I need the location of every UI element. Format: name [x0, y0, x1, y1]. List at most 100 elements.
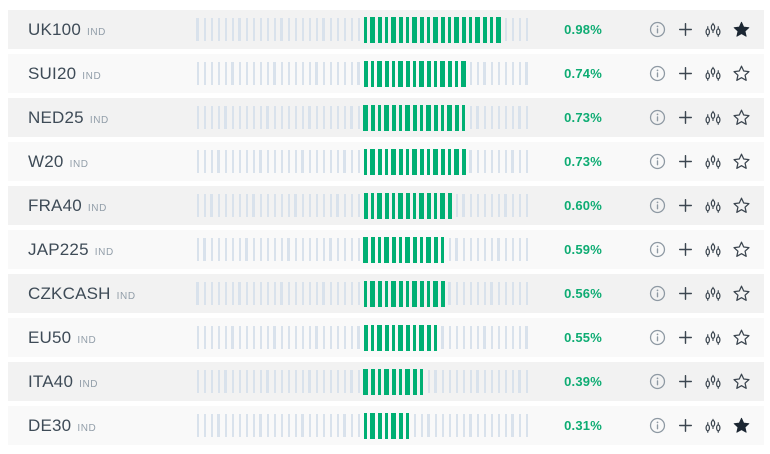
- favorite-button[interactable]: [732, 197, 750, 215]
- sparkline-bar: [488, 16, 495, 44]
- info-button[interactable]: [648, 153, 666, 171]
- instrument-row-czkcash[interactable]: CZKCASH IND 0.56%: [8, 274, 764, 313]
- instrument-row-ita40[interactable]: ITA40 IND 0.39%: [8, 362, 764, 401]
- sparkline-bar: [264, 324, 271, 352]
- info-button[interactable]: [648, 417, 666, 435]
- sparkline-bar: [502, 192, 509, 220]
- chart-button[interactable]: [704, 373, 722, 391]
- sparkline-bar: [243, 412, 250, 440]
- add-button[interactable]: [676, 21, 694, 39]
- favorite-button[interactable]: [732, 329, 750, 347]
- sparkline-bar: [348, 368, 355, 396]
- instrument-symbol: DE30: [28, 415, 72, 435]
- instrument-row-sui20[interactable]: SUI20 IND 0.74%: [8, 54, 764, 93]
- chart-button[interactable]: [704, 417, 722, 435]
- sparkline-bar: [397, 60, 404, 88]
- sparkline-bar: [229, 280, 236, 308]
- add-button[interactable]: [676, 153, 694, 171]
- change-percent: 0.56%: [564, 286, 602, 301]
- info-button[interactable]: [648, 329, 666, 347]
- chart-button[interactable]: [704, 329, 722, 347]
- favorite-button[interactable]: [732, 21, 750, 39]
- instrument-row-fra40[interactable]: FRA40 IND 0.60%: [8, 186, 764, 225]
- row-actions: [648, 329, 750, 347]
- instrument-row-uk100[interactable]: UK100 IND 0.98%: [8, 10, 764, 49]
- sparkline-bar: [271, 148, 278, 176]
- instrument-type-label: IND: [69, 158, 89, 170]
- sparkline-bar: [306, 104, 313, 132]
- chart-button[interactable]: [704, 197, 722, 215]
- sparkline-bar: [404, 60, 411, 88]
- instrument-row-ned25[interactable]: NED25 IND 0.73%: [8, 98, 764, 137]
- row-actions: [648, 241, 750, 259]
- info-button[interactable]: [648, 373, 666, 391]
- info-button[interactable]: [648, 197, 666, 215]
- instrument-row-w20[interactable]: W20 IND 0.73%: [8, 142, 764, 181]
- favorite-button[interactable]: [732, 285, 750, 303]
- sparkline-bar: [418, 16, 425, 44]
- sparkline-bar: [201, 236, 208, 264]
- sparkline-bar: [306, 236, 313, 264]
- info-icon: [649, 285, 666, 302]
- info-button[interactable]: [648, 65, 666, 83]
- sparkline-bar: [453, 16, 460, 44]
- info-button[interactable]: [648, 285, 666, 303]
- sparkline-bar: [320, 280, 327, 308]
- add-button[interactable]: [676, 241, 694, 259]
- sparkline-bar: [299, 104, 306, 132]
- add-button[interactable]: [676, 285, 694, 303]
- candlestick-chart-icon: [704, 197, 722, 215]
- sparkline-bar: [285, 236, 292, 264]
- sparkline-bar: [278, 324, 285, 352]
- sparkline-bar: [502, 16, 509, 44]
- sparkline-bar: [467, 60, 474, 88]
- add-button[interactable]: [676, 197, 694, 215]
- add-button[interactable]: [676, 417, 694, 435]
- sparkline-bar: [439, 236, 446, 264]
- instrument-type-label: IND: [87, 202, 107, 214]
- sparkline-bar: [474, 60, 481, 88]
- chart-button[interactable]: [704, 21, 722, 39]
- favorite-button[interactable]: [732, 153, 750, 171]
- info-button[interactable]: [648, 21, 666, 39]
- sparkline-bar: [208, 104, 215, 132]
- star-icon: [732, 108, 751, 127]
- favorite-button[interactable]: [732, 241, 750, 259]
- sparkline-bar: [320, 192, 327, 220]
- sparkline-bar: [495, 192, 502, 220]
- sparkline-bar: [411, 104, 418, 132]
- info-button[interactable]: [648, 109, 666, 127]
- add-button[interactable]: [676, 109, 694, 127]
- chart-button[interactable]: [704, 241, 722, 259]
- favorite-button[interactable]: [732, 417, 750, 435]
- plus-icon: [677, 241, 694, 258]
- sparkline-bar: [488, 104, 495, 132]
- favorite-button[interactable]: [732, 373, 750, 391]
- favorite-button[interactable]: [732, 65, 750, 83]
- chart-button[interactable]: [704, 109, 722, 127]
- sparkline-bar: [390, 412, 397, 440]
- sparkline-bar: [383, 412, 390, 440]
- instrument-row-jap225[interactable]: JAP225 IND 0.59%: [8, 230, 764, 269]
- chart-button[interactable]: [704, 153, 722, 171]
- candlestick-chart-icon: [704, 21, 722, 39]
- sparkline-bar: [488, 192, 495, 220]
- sparkline-bar: [341, 412, 348, 440]
- info-button[interactable]: [648, 241, 666, 259]
- chart-button[interactable]: [704, 65, 722, 83]
- favorite-button[interactable]: [732, 109, 750, 127]
- change-percent: 0.60%: [564, 198, 602, 213]
- add-button[interactable]: [676, 65, 694, 83]
- sparkline-bar: [425, 280, 432, 308]
- sparkline-bar: [362, 368, 369, 396]
- add-button[interactable]: [676, 373, 694, 391]
- sparkline-bar: [229, 324, 236, 352]
- instrument-row-de30[interactable]: DE30 IND 0.31%: [8, 406, 764, 445]
- add-button[interactable]: [676, 329, 694, 347]
- sparkline-bar: [299, 148, 306, 176]
- sparkline-bar: [334, 324, 341, 352]
- instrument-symbol: JAP225: [28, 239, 89, 259]
- chart-button[interactable]: [704, 285, 722, 303]
- sparkline-bar: [299, 324, 306, 352]
- instrument-row-eu50[interactable]: EU50 IND 0.55%: [8, 318, 764, 357]
